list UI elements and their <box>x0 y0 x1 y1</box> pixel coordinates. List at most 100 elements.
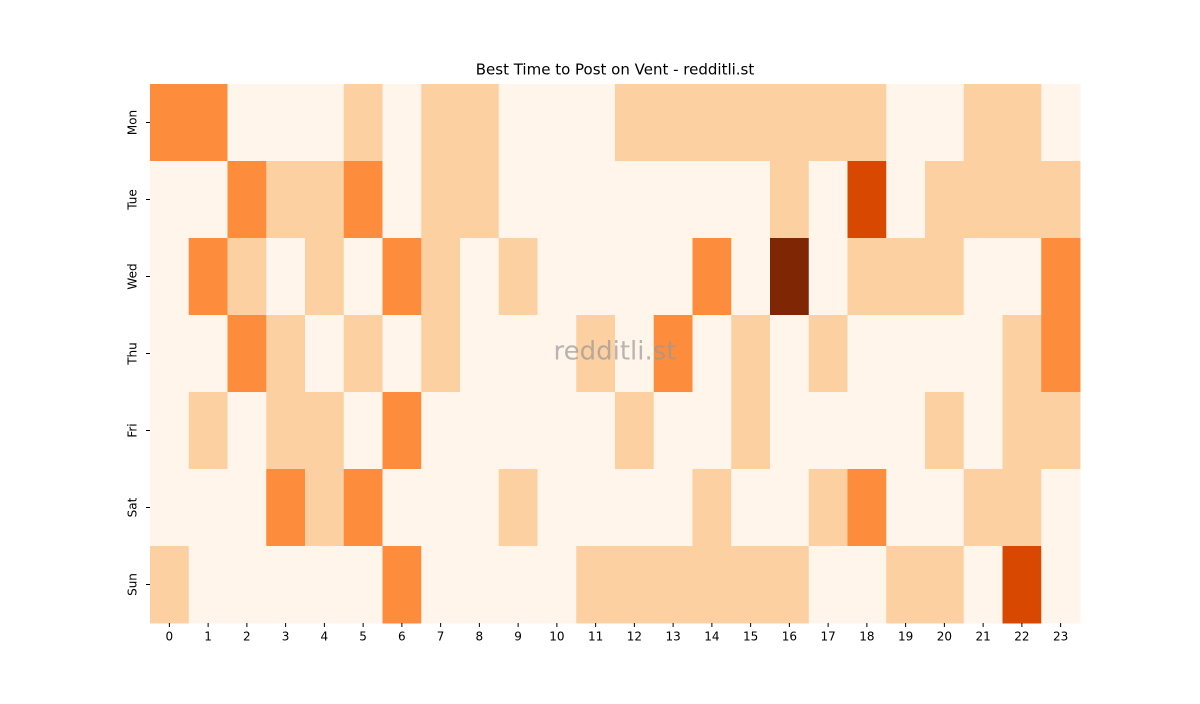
heat-cell <box>653 238 693 316</box>
heat-cell <box>808 315 848 393</box>
heat-cell <box>382 315 422 393</box>
heat-cell <box>266 238 306 316</box>
heat-cell <box>537 546 577 624</box>
heat-cell <box>615 392 655 470</box>
heat-cell <box>1041 238 1081 316</box>
heat-cell <box>537 392 577 470</box>
heat-cell <box>886 238 926 316</box>
y-tick-label: Thu <box>126 342 140 366</box>
heat-cell <box>886 392 926 470</box>
heat-cell <box>770 469 810 547</box>
heat-cell <box>576 546 616 624</box>
heat-cell <box>305 315 345 393</box>
x-tick-label: 6 <box>398 630 406 644</box>
heat-cell <box>498 84 538 162</box>
heat-cell <box>576 238 616 316</box>
heat-cell <box>770 315 810 393</box>
heat-cell <box>188 161 228 239</box>
heat-cell <box>498 546 538 624</box>
heat-cell <box>1041 315 1081 393</box>
heat-cell <box>460 84 500 162</box>
heat-cell <box>1002 84 1042 162</box>
heat-cell <box>227 315 267 393</box>
heat-cell <box>615 84 655 162</box>
x-tick-label: 9 <box>514 630 522 644</box>
x-tick-label: 21 <box>975 630 990 644</box>
x-tick-label: 14 <box>704 630 719 644</box>
heat-cell <box>731 238 771 316</box>
y-tick-label: Fri <box>126 423 140 437</box>
heat-cell <box>343 546 383 624</box>
x-tick-label: 5 <box>359 630 367 644</box>
heat-cell <box>808 238 848 316</box>
heat-cell <box>847 84 887 162</box>
heat-cell <box>460 238 500 316</box>
heat-cell <box>382 84 422 162</box>
heat-cell <box>847 315 887 393</box>
heat-cell <box>770 546 810 624</box>
heat-cell <box>925 238 965 316</box>
heat-cell <box>886 546 926 624</box>
heat-cell <box>1002 161 1042 239</box>
heat-cell <box>770 238 810 316</box>
heat-cell <box>847 161 887 239</box>
heat-cell <box>421 469 461 547</box>
heat-cell <box>615 546 655 624</box>
heat-cell <box>731 161 771 239</box>
heat-cell <box>731 84 771 162</box>
heat-cell <box>460 546 500 624</box>
x-tick-label: 19 <box>898 630 913 644</box>
heat-cell <box>266 546 306 624</box>
heat-cell <box>886 84 926 162</box>
heat-cell <box>150 84 190 162</box>
heat-cell <box>537 161 577 239</box>
heat-cell <box>692 84 732 162</box>
x-tick-label: 23 <box>1053 630 1068 644</box>
heat-cell <box>692 469 732 547</box>
x-tick-label: 8 <box>476 630 484 644</box>
heat-cell <box>460 392 500 470</box>
heat-cell <box>537 315 577 393</box>
heat-cell <box>925 315 965 393</box>
heat-cell <box>421 161 461 239</box>
heat-cell <box>1002 469 1042 547</box>
heat-cell <box>150 392 190 470</box>
y-tick-label: Sun <box>126 573 140 596</box>
heat-cell <box>615 315 655 393</box>
heat-cell <box>227 392 267 470</box>
x-tick-label: 3 <box>282 630 290 644</box>
x-tick-label: 18 <box>859 630 874 644</box>
heat-cell <box>382 469 422 547</box>
heat-cell <box>266 315 306 393</box>
y-tick-label: Sat <box>126 497 140 517</box>
heat-cell <box>1041 469 1081 547</box>
x-tick-label: 16 <box>782 630 797 644</box>
heat-cell <box>266 161 306 239</box>
heat-cell <box>1002 392 1042 470</box>
heat-cell <box>421 546 461 624</box>
x-tick-label: 2 <box>243 630 251 644</box>
heat-cell <box>188 546 228 624</box>
heat-cell <box>343 469 383 547</box>
x-tick-label: 12 <box>627 630 642 644</box>
heat-cell <box>305 238 345 316</box>
heat-cell <box>653 546 693 624</box>
heat-cell <box>1002 546 1042 624</box>
heat-cell <box>963 84 1003 162</box>
x-tick-label: 22 <box>1014 630 1029 644</box>
heat-cell <box>150 469 190 547</box>
heat-cell <box>305 84 345 162</box>
heat-cell <box>1041 546 1081 624</box>
heat-cell <box>692 161 732 239</box>
heat-cell <box>963 392 1003 470</box>
heat-cell <box>731 392 771 470</box>
heat-cell <box>227 238 267 316</box>
heat-cell <box>498 315 538 393</box>
heat-cell <box>963 315 1003 393</box>
heat-cell <box>847 392 887 470</box>
x-tick-label: 17 <box>820 630 835 644</box>
heat-cell <box>421 315 461 393</box>
x-tick-label: 1 <box>204 630 212 644</box>
